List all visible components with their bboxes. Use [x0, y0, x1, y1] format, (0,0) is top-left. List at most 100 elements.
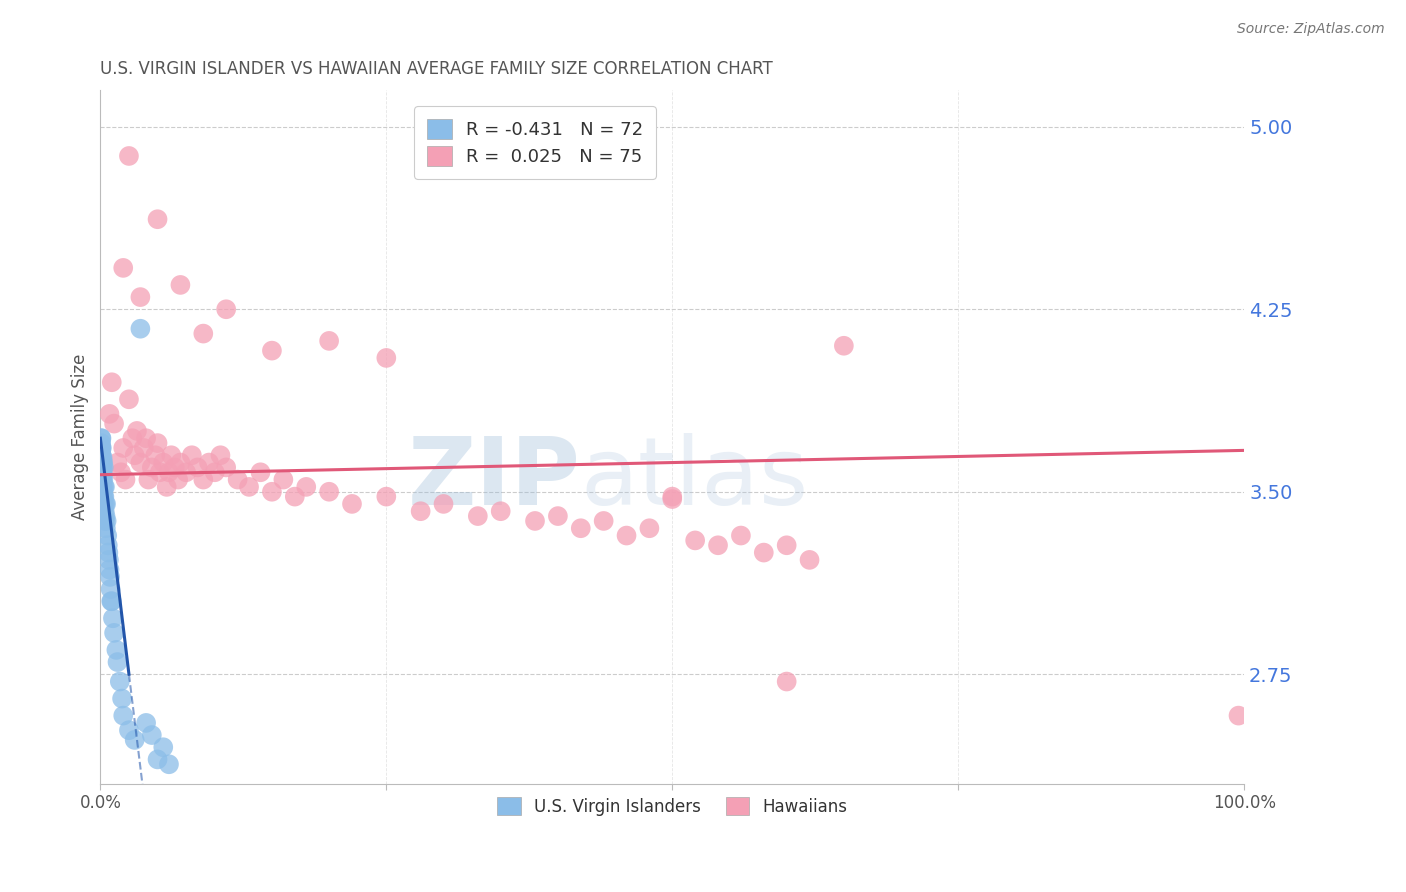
Point	[152, 456, 174, 470]
Point	[91, 465, 114, 479]
Point	[90, 465, 112, 479]
Point	[97, 553, 120, 567]
Point	[94, 514, 117, 528]
Point	[118, 149, 141, 163]
Point	[432, 497, 454, 511]
Point	[91, 467, 114, 482]
Point	[91, 460, 114, 475]
Point	[193, 326, 215, 341]
Text: ZIP: ZIP	[408, 433, 581, 524]
Point	[124, 448, 146, 462]
Point	[111, 691, 134, 706]
Point	[103, 417, 125, 431]
Point	[114, 473, 136, 487]
Point	[683, 533, 706, 548]
Point	[100, 594, 122, 608]
Point	[94, 521, 117, 535]
Point	[776, 674, 799, 689]
Point	[129, 290, 152, 304]
Legend: U.S. Virgin Islanders, Hawaiians: U.S. Virgin Islanders, Hawaiians	[489, 789, 856, 824]
Point	[94, 497, 117, 511]
Point	[93, 460, 115, 475]
Point	[105, 643, 128, 657]
Point	[169, 277, 191, 292]
Point	[238, 480, 260, 494]
Point	[108, 674, 131, 689]
Point	[141, 460, 163, 475]
Point	[193, 473, 215, 487]
Point	[489, 504, 512, 518]
Point	[118, 723, 141, 738]
Point	[112, 441, 135, 455]
Point	[295, 480, 318, 494]
Point	[112, 260, 135, 275]
Point	[215, 460, 238, 475]
Text: atlas: atlas	[581, 433, 808, 524]
Point	[616, 528, 638, 542]
Point	[90, 473, 112, 487]
Point	[209, 448, 232, 462]
Point	[90, 465, 112, 479]
Point	[187, 460, 209, 475]
Point	[661, 491, 683, 506]
Point	[163, 460, 186, 475]
Point	[94, 480, 117, 494]
Y-axis label: Average Family Size: Average Family Size	[72, 354, 89, 520]
Point	[93, 490, 115, 504]
Point	[98, 563, 121, 577]
Point	[157, 757, 180, 772]
Point	[799, 553, 821, 567]
Point	[129, 322, 152, 336]
Point	[167, 473, 190, 487]
Point	[284, 490, 307, 504]
Point	[90, 441, 112, 455]
Point	[90, 436, 112, 450]
Point	[110, 465, 132, 479]
Point	[103, 626, 125, 640]
Point	[180, 448, 202, 462]
Point	[112, 708, 135, 723]
Point	[91, 456, 114, 470]
Point	[375, 351, 398, 365]
Point	[90, 431, 112, 445]
Point	[97, 538, 120, 552]
Point	[340, 497, 363, 511]
Point	[215, 302, 238, 317]
Point	[91, 494, 114, 508]
Point	[90, 431, 112, 445]
Point	[90, 480, 112, 494]
Point	[146, 436, 169, 450]
Point	[198, 456, 221, 470]
Point	[143, 448, 166, 462]
Point	[146, 212, 169, 227]
Point	[776, 538, 799, 552]
Point	[90, 484, 112, 499]
Point	[204, 465, 226, 479]
Point	[97, 545, 120, 559]
Text: Source: ZipAtlas.com: Source: ZipAtlas.com	[1237, 22, 1385, 37]
Point	[174, 465, 197, 479]
Point	[101, 594, 124, 608]
Point	[260, 484, 283, 499]
Point	[524, 514, 547, 528]
Point	[101, 611, 124, 625]
Point	[90, 453, 112, 467]
Point	[96, 514, 118, 528]
Point	[101, 376, 124, 390]
Point	[260, 343, 283, 358]
Point	[93, 490, 115, 504]
Point	[547, 509, 569, 524]
Text: U.S. VIRGIN ISLANDER VS HAWAIIAN AVERAGE FAMILY SIZE CORRELATION CHART: U.S. VIRGIN ISLANDER VS HAWAIIAN AVERAGE…	[100, 60, 773, 78]
Point	[146, 752, 169, 766]
Point	[90, 475, 112, 489]
Point	[90, 446, 112, 460]
Point	[90, 448, 112, 462]
Point	[93, 504, 115, 518]
Point	[707, 538, 730, 552]
Point	[249, 465, 271, 479]
Point	[135, 431, 157, 445]
Point	[90, 467, 112, 482]
Point	[91, 473, 114, 487]
Point	[160, 448, 183, 462]
Point	[91, 484, 114, 499]
